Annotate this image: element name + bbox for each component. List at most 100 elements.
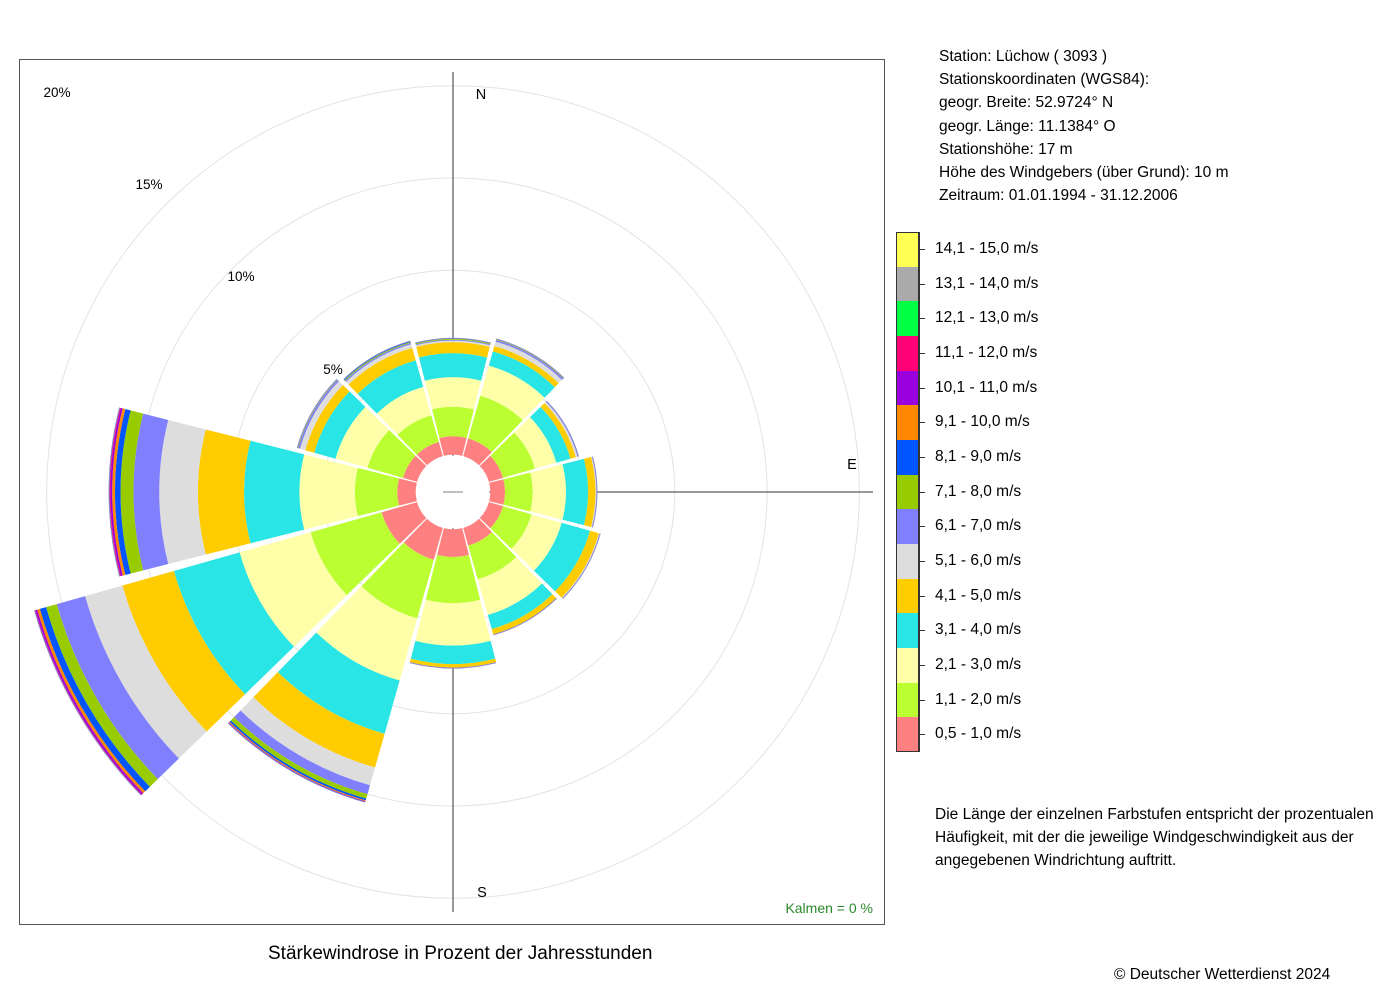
legend-swatch — [896, 682, 919, 718]
rose-segment — [348, 347, 416, 394]
legend-item: 1,1 - 2,0 m/s — [896, 682, 1156, 718]
rose-segment — [480, 365, 545, 421]
legend-tick — [919, 595, 925, 597]
sector-edge — [546, 400, 580, 457]
legend-tick — [919, 665, 925, 667]
rose-segment — [305, 384, 350, 453]
rose-segment — [432, 406, 474, 438]
ring-label: 5% — [323, 362, 343, 377]
rose-segment — [555, 530, 599, 598]
station-coords-heading: Stationskoordinaten (WGS84): — [939, 71, 1150, 89]
legend-swatch — [896, 509, 919, 545]
rose-segment — [416, 441, 443, 466]
rose-segment — [173, 552, 294, 695]
anemometer-height: Höhe des Windgebers (über Grund): 10 m — [939, 164, 1229, 182]
sector-edge — [493, 598, 557, 636]
rose-segment — [39, 607, 150, 792]
legend-swatch — [896, 613, 919, 649]
legend-swatch — [896, 232, 919, 267]
rose-segment — [240, 697, 376, 786]
explanation-note: Die Länge der einzelnen Farbstufen entsp… — [935, 803, 1374, 873]
rose-segment — [244, 440, 305, 544]
rose-segment — [345, 344, 413, 385]
legend-tick — [919, 491, 925, 493]
rose-segment — [468, 531, 517, 580]
legend-tick — [919, 249, 925, 250]
rose-segment — [409, 658, 497, 668]
legend-tick — [919, 353, 925, 354]
chart-caption: Stärkewindrose in Prozent der Jahresstun… — [268, 943, 653, 964]
rose-segment — [591, 456, 597, 528]
rose-segment — [533, 522, 591, 592]
rose-segment — [418, 353, 488, 381]
legend-label: 3,1 - 4,0 m/s — [935, 621, 1022, 639]
legend-label: 11,1 - 12,0 m/s — [935, 344, 1038, 361]
legend-swatch — [896, 301, 919, 337]
rose-segment — [197, 429, 251, 555]
rose-segment — [492, 346, 559, 388]
rose-segment — [397, 415, 439, 455]
rose-segment — [437, 528, 469, 557]
station-latitude: geogr. Breite: 52.9724° N — [939, 94, 1114, 112]
compass-label-south: S — [477, 885, 487, 901]
compass-label-north: N — [476, 87, 486, 103]
rose-segment — [381, 502, 427, 544]
sector-edge — [496, 338, 565, 379]
note-line-3: angegebenen Windrichtung auftritt. — [935, 852, 1177, 870]
legend-item: 14,1 - 15,0 m/s — [896, 232, 1156, 267]
legend-swatch — [896, 648, 919, 683]
sector-edge — [592, 456, 598, 528]
rose-segment — [544, 401, 578, 458]
rose-segment — [490, 506, 532, 549]
rose-segment — [415, 340, 491, 347]
rose-segment — [540, 402, 576, 459]
legend-label: 4,1 - 5,0 m/s — [935, 586, 1022, 604]
legend-label: 5,1 - 6,0 m/s — [935, 552, 1022, 570]
rose-segment — [530, 464, 566, 520]
sector-edge — [409, 662, 497, 669]
rose-segment — [410, 640, 496, 664]
legend-swatch — [896, 336, 919, 371]
legend-item: 0,5 - 1,0 m/s — [896, 717, 1156, 753]
legend-tick — [919, 457, 925, 459]
legend-swatch — [896, 544, 919, 579]
legend-item: 9,1 - 10,0 m/s — [896, 405, 1156, 441]
legend-tick — [919, 318, 925, 320]
rose-segment — [299, 454, 358, 530]
rose-segment — [511, 514, 562, 571]
ring-label: 20% — [43, 85, 70, 100]
rose-segment — [490, 432, 536, 478]
note-line-2: Häufigkeit, mit der die jeweilige Windge… — [935, 829, 1354, 847]
legend-label: 12,1 - 13,0 m/s — [935, 309, 1039, 327]
sector-edge — [343, 340, 411, 380]
legend-item: 11,1 - 12,0 m/s — [896, 336, 1156, 371]
rose-segment — [230, 717, 368, 799]
legend-swatch — [896, 405, 919, 441]
legend-swatch — [896, 717, 919, 753]
legend-item: 5,1 - 6,0 m/s — [896, 544, 1156, 579]
rose-segment — [361, 542, 434, 619]
sector-edge — [562, 533, 601, 599]
legend-swatch — [896, 370, 919, 406]
sector-edge — [227, 722, 366, 803]
rose-segment — [335, 406, 390, 468]
rose-segment — [415, 599, 491, 646]
rose-segment — [114, 409, 131, 575]
sector-edge — [296, 378, 338, 449]
legend-item: 13,1 - 14,0 m/s — [896, 266, 1156, 302]
rose-segment — [479, 455, 504, 482]
rose-segment — [110, 407, 123, 577]
rose-segment — [310, 512, 400, 596]
rose-segment — [376, 386, 432, 435]
rose-segment — [487, 583, 553, 630]
legend-item: 2,1 - 3,0 m/s — [896, 648, 1156, 683]
station-name: Station: Lüchow ( 3093 ) — [939, 48, 1108, 65]
note-line-1: Die Länge der einzelnen Farbstufen entsp… — [935, 806, 1374, 823]
legend-tick — [919, 283, 925, 285]
legend-label: 0,5 - 1,0 m/s — [935, 725, 1022, 743]
rose-segment — [122, 570, 246, 732]
rose-segment — [354, 467, 399, 517]
legend-tick — [919, 699, 925, 701]
rose-segment — [56, 596, 179, 780]
